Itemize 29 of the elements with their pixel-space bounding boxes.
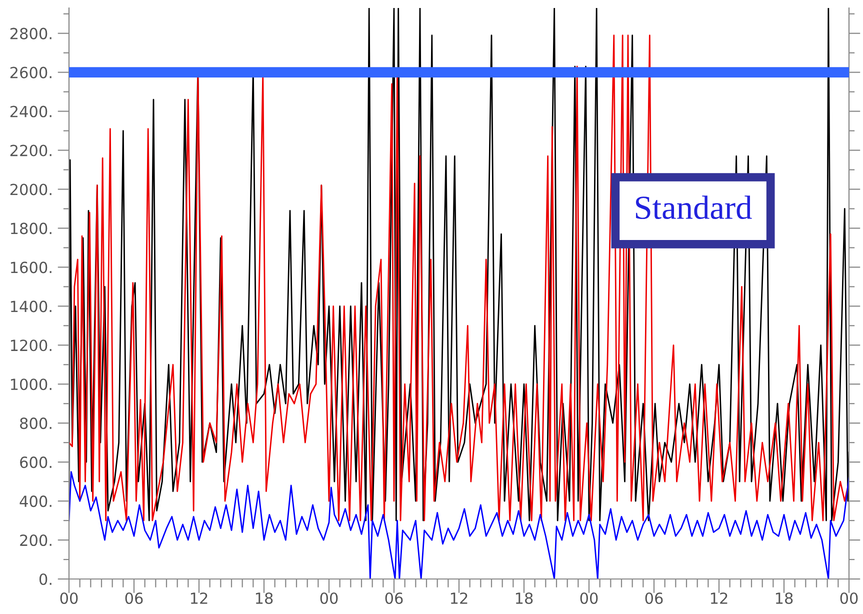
x-tick-label: 00 <box>60 592 78 604</box>
x-tick-label: 12 <box>710 592 728 604</box>
x-tick-label: 18 <box>516 592 533 604</box>
x-tick-label: 06 <box>385 592 403 604</box>
y-tick-label: 2400. <box>10 106 52 118</box>
y-tick-label: 600. <box>20 456 52 468</box>
x-tick-label: 00 <box>580 592 598 604</box>
y-tick-label: 2600. <box>10 66 52 78</box>
x-tick-label: 06 <box>125 592 143 604</box>
y-tick-label: 400. <box>20 496 52 508</box>
y-tick-label: 0. <box>39 573 52 586</box>
y-tick-label: 200. <box>20 534 52 546</box>
y-tick-label: 1600. <box>10 262 52 274</box>
x-tick-label: 00 <box>320 592 338 604</box>
y-tick-label: 2000. <box>10 184 52 196</box>
x-tick-label: 00 <box>840 592 858 604</box>
x-tick-label: 18 <box>776 592 793 604</box>
x-tick-label: 12 <box>450 592 468 604</box>
y-tick-label: 2800. <box>10 28 52 40</box>
y-tick-label: 1400. <box>10 300 52 312</box>
y-tick-label: 1000. <box>10 378 52 390</box>
y-tick-label: 2200. <box>10 144 52 156</box>
y-tick-label: 1800. <box>10 222 52 234</box>
y-tick-label: 800. <box>20 418 52 430</box>
x-tick-label: 18 <box>256 592 273 604</box>
x-tick-label: 12 <box>190 592 208 604</box>
x-tick-label: 06 <box>645 592 663 604</box>
y-tick-label: 1200. <box>10 340 52 352</box>
annotation: Standard <box>636 196 752 220</box>
